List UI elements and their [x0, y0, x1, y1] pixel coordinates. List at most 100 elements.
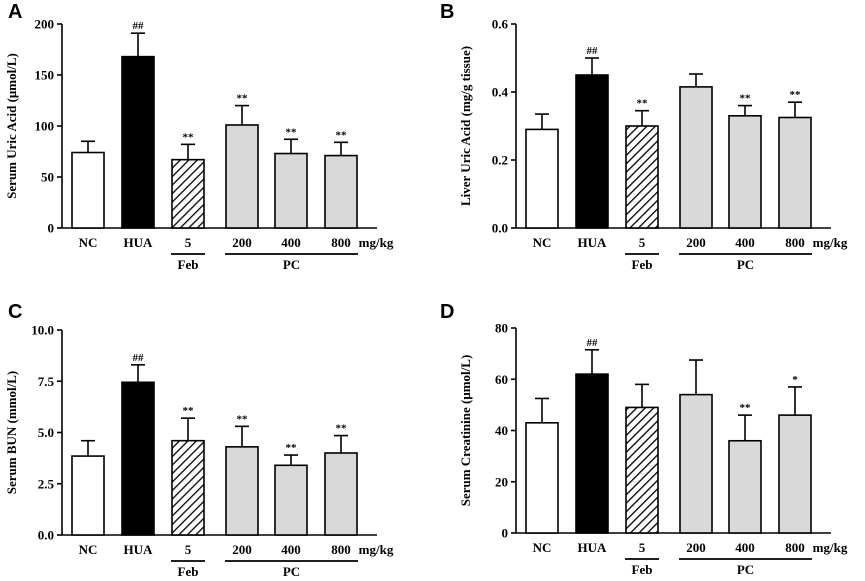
y-axis-title: Liver Uric Acid (mg/g tissue) [458, 46, 473, 206]
x-category-label: 800 [331, 542, 351, 557]
bar-200 [679, 393, 713, 534]
panel-letter: B [440, 1, 454, 23]
significance-label: ** [637, 98, 649, 110]
bar-hua [575, 74, 609, 229]
bar-5 [171, 439, 205, 536]
bar-nc [71, 455, 105, 536]
y-tick-label: 150 [35, 68, 55, 83]
group-label: PC [737, 257, 754, 272]
group-label: PC [283, 564, 300, 579]
bar-200 [679, 86, 713, 229]
bar-800 [778, 414, 812, 534]
group-label: Feb [178, 564, 199, 579]
significance-label: ** [286, 442, 298, 454]
chart-panel-a: A 0 50 100 150 200 Serum Uric Acid (μmol/L) NC #… [4, 1, 394, 272]
bar-nc [71, 151, 105, 229]
group-label: PC [283, 257, 300, 272]
x-category-label: NC [79, 235, 98, 250]
bar-5 [625, 125, 659, 229]
bar-nc [525, 128, 559, 229]
x-category-label: HUA [124, 542, 154, 557]
x-category-label: 200 [232, 235, 252, 250]
y-axis-title: Serum Uric Acid (μmol/L) [4, 53, 19, 199]
bar-800 [324, 452, 358, 536]
bar-200 [225, 446, 259, 536]
x-unit-label: mg/kg [813, 235, 848, 250]
significance-label: ** [740, 402, 752, 414]
bar-400 [728, 115, 762, 229]
bar-nc [525, 422, 559, 534]
y-tick-label: 0 [48, 221, 55, 236]
y-tick-label: 0.0 [492, 221, 508, 236]
x-category-label: 5 [185, 542, 192, 557]
y-tick-label: 0.0 [38, 528, 54, 543]
y-tick-label: 2.5 [38, 476, 55, 491]
bar-5 [625, 406, 659, 534]
panel-letter: C [8, 301, 22, 323]
x-category-label: NC [79, 542, 98, 557]
bar-400 [728, 439, 762, 534]
significance-label: ** [183, 405, 195, 417]
y-axis-title: Serum Creatinine (μmol/L) [458, 355, 473, 507]
significance-label: ## [133, 352, 145, 364]
x-category-label: 400 [281, 235, 301, 250]
y-tick-label: 50 [41, 170, 54, 185]
y-tick-label: 80 [495, 321, 508, 336]
bar-hua [121, 55, 155, 229]
x-category-label: NC [533, 235, 552, 250]
panel-letter: A [8, 1, 22, 23]
chart-panel-b: B 0.0 0.2 0.4 0.6 Liver Uric Acid (mg/g tissu… [440, 1, 848, 272]
x-category-label: HUA [124, 235, 154, 250]
x-category-label: 400 [281, 542, 301, 557]
significance-label: ** [336, 423, 348, 435]
significance-label: ## [587, 45, 599, 57]
x-category-label: 800 [785, 540, 805, 555]
bar-800 [324, 154, 358, 229]
x-category-label: 5 [185, 235, 192, 250]
y-tick-label: 20 [495, 474, 508, 489]
x-category-label: 5 [639, 540, 646, 555]
x-unit-label: mg/kg [359, 235, 394, 250]
significance-label: ** [740, 93, 752, 105]
bar-hua [121, 381, 155, 536]
significance-label: ** [237, 93, 249, 105]
y-axis-title: Serum BUN (mmol/L) [4, 371, 19, 495]
x-category-label: 5 [639, 235, 646, 250]
y-tick-label: 0 [502, 526, 509, 541]
panel-letter: D [440, 301, 454, 323]
x-category-label: 400 [735, 540, 755, 555]
significance-label: ** [183, 131, 195, 143]
x-category-label: 800 [785, 235, 805, 250]
y-tick-label: 0.4 [492, 85, 509, 100]
x-unit-label: mg/kg [813, 540, 848, 555]
significance-label: ** [237, 413, 249, 425]
bar-400 [274, 464, 308, 536]
y-tick-label: 100 [35, 119, 55, 134]
group-label: Feb [178, 257, 199, 272]
y-tick-label: 200 [35, 17, 55, 32]
y-tick-label: 0.2 [492, 153, 508, 168]
significance-label: ** [790, 89, 802, 101]
y-tick-label: 7.5 [38, 374, 55, 389]
group-label: Feb [632, 562, 653, 577]
y-tick-label: 0.6 [492, 17, 509, 32]
x-category-label: HUA [578, 235, 608, 250]
x-category-label: 200 [686, 235, 706, 250]
bar-800 [778, 116, 812, 229]
x-category-label: 200 [232, 542, 252, 557]
bar-200 [225, 124, 259, 229]
x-category-label: 800 [331, 235, 351, 250]
x-category-label: NC [533, 540, 552, 555]
chart-panel-c: C 0.0 2.5 5.0 7.5 10.0 Serum BUN (mmol/L) NC ## H… [4, 301, 394, 579]
significance-label: ** [286, 126, 298, 138]
y-tick-label: 40 [495, 423, 508, 438]
y-tick-label: 5.0 [38, 425, 54, 440]
bar-400 [274, 152, 308, 229]
chart-panel-d: D 0 20 40 60 80 Serum Creatinine (μmol/L) NC ## H… [440, 301, 848, 577]
significance-label: ## [133, 20, 145, 32]
significance-label: ** [336, 129, 348, 141]
y-tick-label: 10.0 [31, 323, 54, 338]
significance-label: * [792, 374, 798, 386]
group-label: PC [737, 562, 754, 577]
